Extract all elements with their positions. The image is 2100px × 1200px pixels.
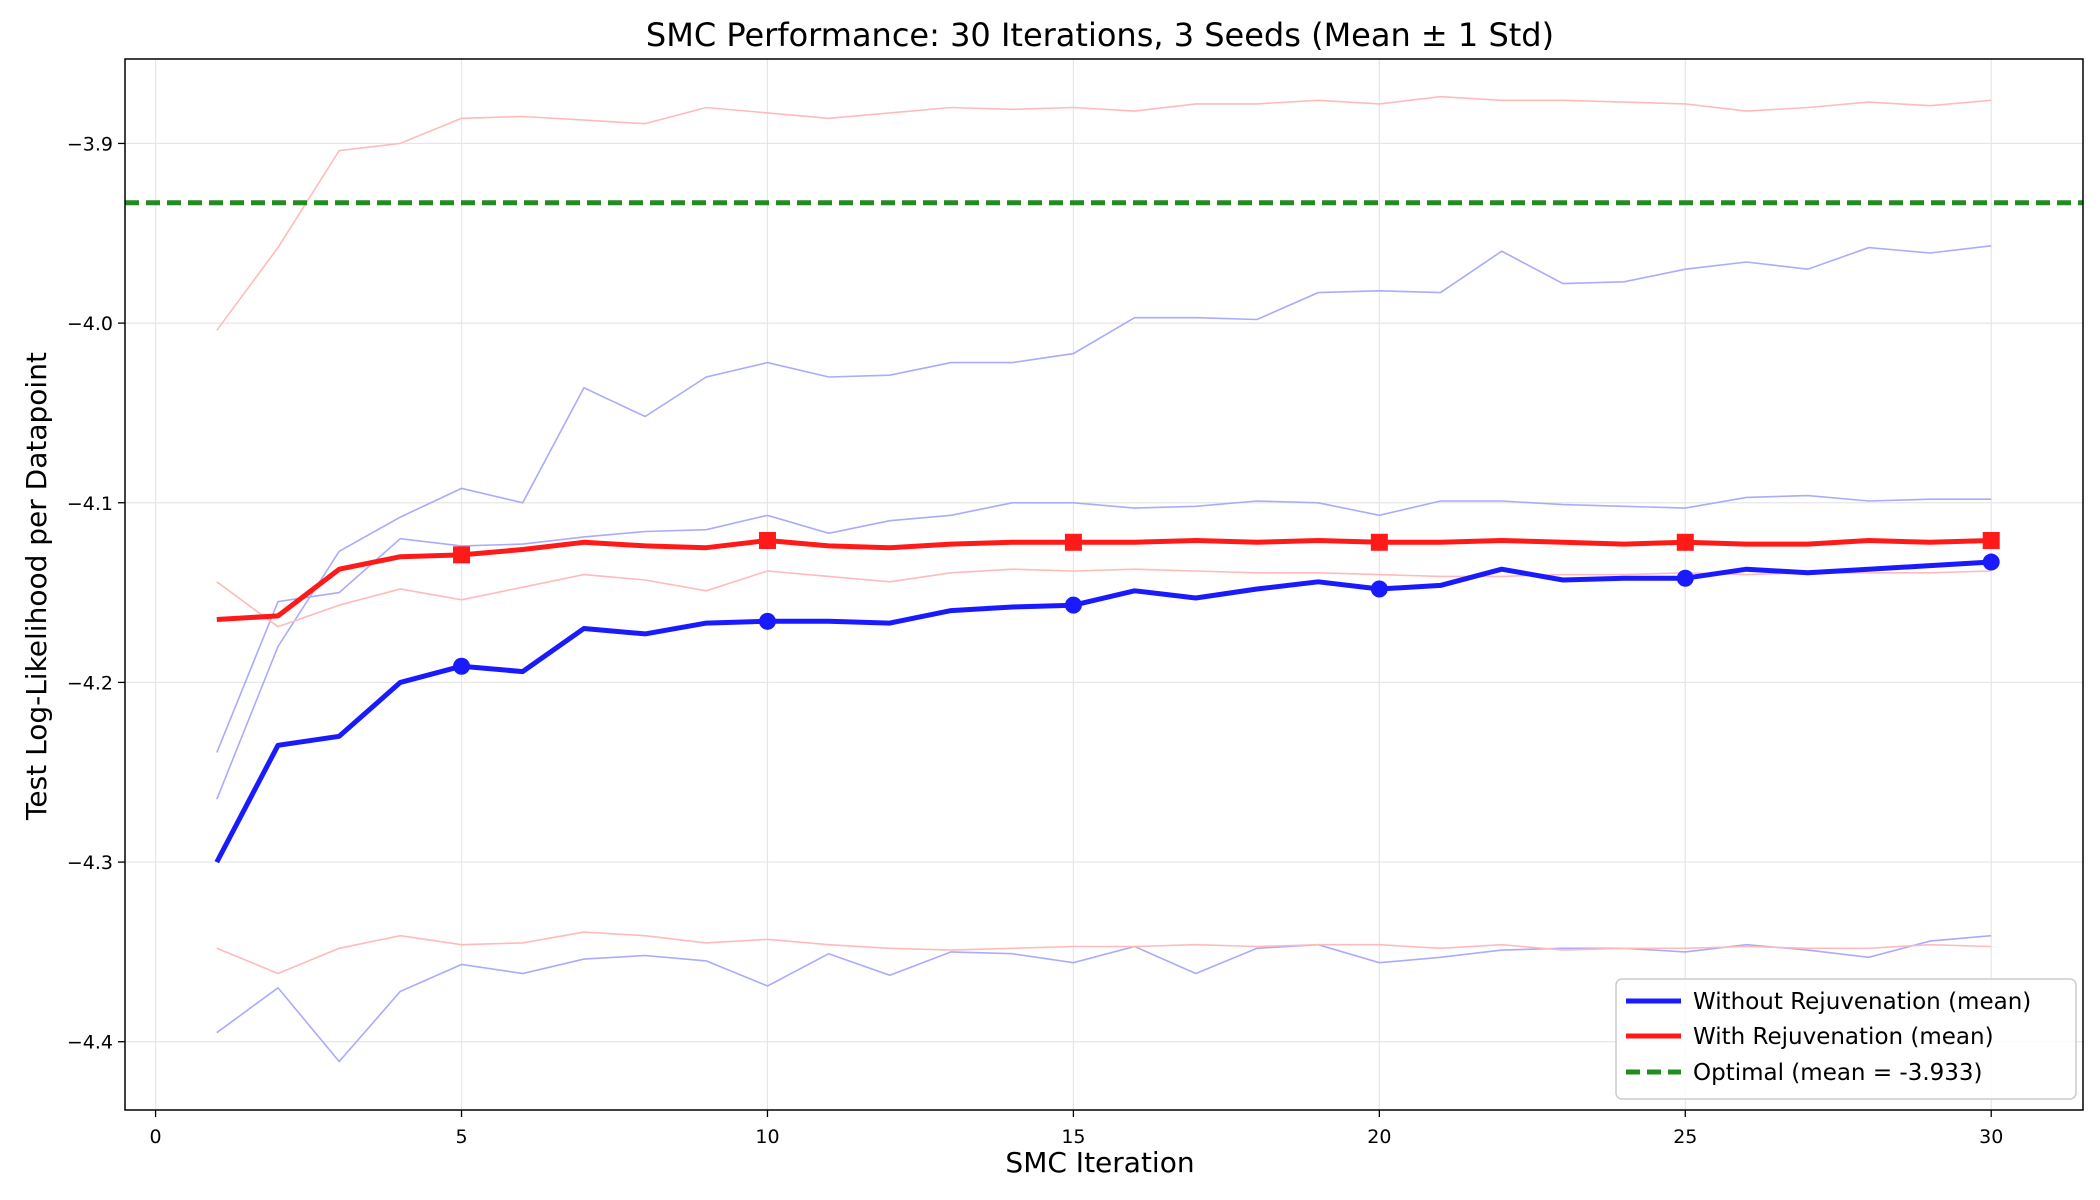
series-line-with-rejuvenation-mean: [216, 538, 1992, 622]
seed-line-with-rejuvenation-mean-2: [216, 568, 1992, 628]
marker-without-rejuvenation-mean-20: [1370, 580, 1388, 598]
x-tick-label: 30: [1979, 1126, 2003, 1148]
legend-label-with-rejuvenation: With Rejuvenation (mean): [1693, 1024, 1994, 1050]
marker-with-rejuvenation-mean-5: [453, 546, 471, 564]
marker-with-rejuvenation-mean-10: [758, 531, 776, 549]
seed-line-without-rejuvenation-mean-2: [216, 245, 1992, 800]
y-tick-label: −4.0: [67, 313, 113, 335]
x-tick-label: 20: [1367, 1126, 1391, 1148]
plot-frame: [124, 58, 2084, 1111]
seed-line-with-rejuvenation-mean-1: [216, 95, 1992, 331]
seed-line-without-rejuvenation-mean-3: [216, 934, 1992, 1063]
marker-without-rejuvenation-mean-30: [1982, 553, 2000, 571]
legend-label-without-rejuvenation: Without Rejuvenation (mean): [1693, 989, 2031, 1015]
marker-without-rejuvenation-mean-5: [453, 657, 471, 675]
legend: Without Rejuvenation (mean) With Rejuven…: [1615, 978, 2077, 1100]
series-line-without-rejuvenation-mean: [214, 559, 1992, 864]
y-tick-label: −4.2: [67, 672, 113, 694]
x-tick-label: 0: [150, 1126, 162, 1148]
y-tick-label: −4.4: [67, 1032, 113, 1054]
marker-with-rejuvenation-mean-20: [1370, 533, 1388, 551]
x-axis-label: SMC Iteration: [1005, 1146, 1194, 1179]
legend-label-optimal: Optimal (mean = -3.933): [1693, 1060, 1983, 1086]
y-axis-ticks: −4.4 −4.3 −4.2 −4.1 −4.0 −3.9: [67, 133, 125, 1054]
y-tick-label: −3.9: [67, 133, 113, 155]
y-tick-label: −4.1: [67, 493, 113, 515]
x-tick-label: 15: [1061, 1126, 1085, 1148]
x-tick-label: 5: [455, 1126, 467, 1148]
marker-with-rejuvenation-mean-25: [1676, 533, 1694, 551]
marker-with-rejuvenation-mean-15: [1064, 533, 1082, 551]
x-tick-label: 10: [755, 1126, 779, 1148]
marker-without-rejuvenation-mean-15: [1064, 596, 1082, 614]
std-bands: [216, 95, 1992, 1063]
marker-with-rejuvenation-mean-30: [1982, 531, 2000, 549]
y-tick-label: −4.3: [67, 852, 113, 874]
seed-line-with-rejuvenation-mean-3: [216, 931, 1992, 975]
legend-box: [1615, 978, 2077, 1100]
series-markers: [453, 531, 2000, 675]
y-axis-label: Test Log-Likelihood per Datapoint: [20, 352, 53, 821]
chart-title: SMC Performance: 30 Iterations, 3 Seeds …: [646, 16, 1554, 54]
series-lines: [214, 538, 1992, 864]
x-tick-label: 25: [1673, 1126, 1697, 1148]
x-axis-ticks: 0 5 10 15 20 25 30: [150, 1110, 2003, 1148]
grid: [125, 59, 2083, 1110]
seed-line-without-rejuvenation-mean-1: [216, 494, 1992, 753]
marker-without-rejuvenation-mean-10: [758, 612, 776, 630]
marker-without-rejuvenation-mean-25: [1676, 569, 1694, 587]
